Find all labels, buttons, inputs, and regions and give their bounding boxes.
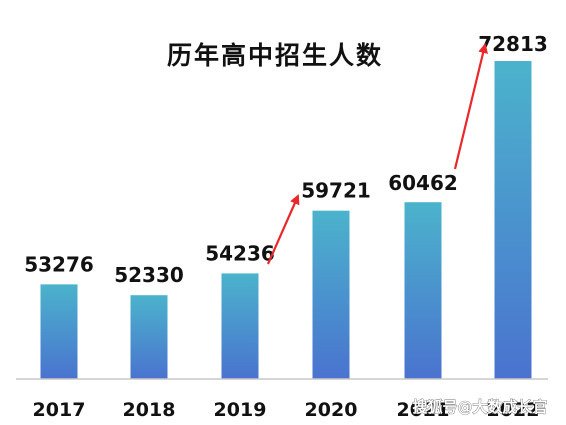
bar-2022 bbox=[494, 61, 532, 379]
data-labels-group: 53276 52330 54236 59721 60462 72813 bbox=[24, 32, 548, 287]
data-label-2017: 53276 bbox=[24, 252, 94, 276]
bar-2021 bbox=[404, 202, 442, 379]
trend-arrows-group bbox=[266, 43, 488, 265]
bar-2018 bbox=[130, 295, 168, 379]
data-label-2020: 59721 bbox=[301, 179, 371, 203]
x-tick-2017: 2017 bbox=[33, 399, 86, 421]
data-label-2022: 72813 bbox=[478, 32, 548, 56]
trend-arrow-2021-2022 bbox=[453, 43, 488, 170]
data-label-2019: 54236 bbox=[205, 241, 275, 265]
chart-title: 历年高中招生人数 bbox=[167, 41, 383, 70]
x-tick-2021: 2021 bbox=[397, 399, 450, 421]
data-label-2021: 60462 bbox=[388, 171, 458, 195]
bar-2020 bbox=[312, 210, 350, 379]
x-tick-2019: 2019 bbox=[214, 399, 267, 421]
x-tick-labels-group: 2017 2018 2019 2020 2021 2022 bbox=[33, 399, 540, 421]
x-tick-2018: 2018 bbox=[123, 399, 176, 421]
bars-group bbox=[40, 61, 532, 379]
watermark: 搜狐号@大数成长官 bbox=[412, 398, 547, 416]
bar-2019 bbox=[221, 273, 259, 379]
x-tick-2020: 2020 bbox=[305, 399, 358, 421]
data-label-2018: 52330 bbox=[114, 263, 184, 287]
trend-arrow-2019-2020 bbox=[266, 194, 300, 265]
bar-2017 bbox=[40, 284, 78, 379]
x-tick-2022: 2022 bbox=[487, 399, 540, 421]
